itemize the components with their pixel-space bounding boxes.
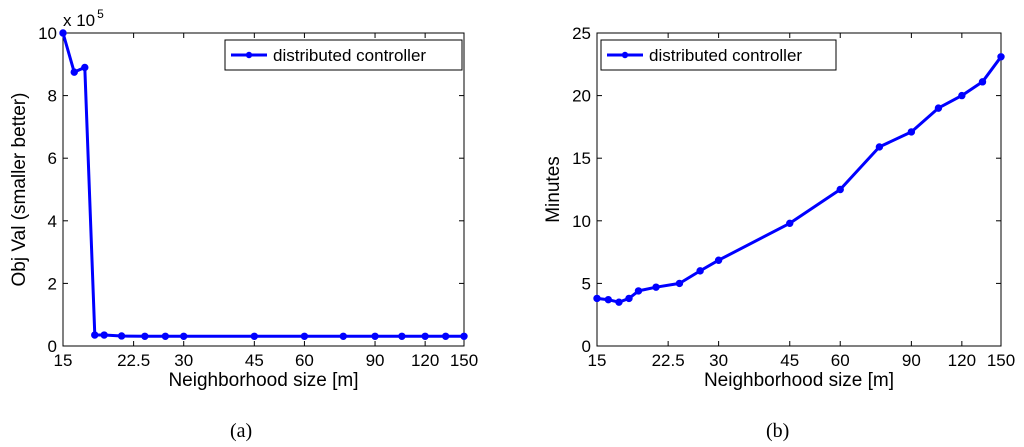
x-tick-label: 60 bbox=[295, 351, 314, 370]
data-point bbox=[634, 287, 643, 295]
x-tick-label: 45 bbox=[780, 351, 799, 370]
data-point bbox=[398, 332, 406, 340]
y-tick-label: 0 bbox=[582, 337, 591, 356]
data-point bbox=[652, 283, 660, 291]
y-tick-label: 5 bbox=[582, 274, 591, 293]
x-tick-label: 150 bbox=[450, 351, 478, 370]
x-axis-title: Neighborhood size [m] bbox=[704, 370, 894, 391]
data-point bbox=[786, 219, 794, 228]
data-point bbox=[339, 332, 347, 340]
data-point bbox=[714, 256, 723, 264]
data-point bbox=[441, 332, 450, 340]
y-tick-label: 8 bbox=[48, 87, 57, 106]
data-point bbox=[696, 267, 704, 275]
data-point bbox=[836, 185, 844, 194]
data-point bbox=[958, 91, 966, 100]
x-tick-label: 60 bbox=[831, 351, 850, 370]
x-tick-label: 22.5 bbox=[117, 351, 150, 370]
chart-a: 15 22.5 30 45 60 90 120 150 0 2 4 6 8 10 Neighborhood … bbox=[9, 7, 478, 391]
chart-b: 15 22.5 30 45 60 90 120 150 0 5 10 15 20 25 Neighborho… bbox=[543, 24, 1015, 391]
y-tick-label: 4 bbox=[48, 212, 57, 231]
y-tick-label: 6 bbox=[48, 149, 57, 168]
x-tick-label: 90 bbox=[902, 351, 921, 370]
data-point bbox=[907, 128, 916, 136]
legend-label: distributed controller bbox=[273, 46, 426, 65]
data-point bbox=[604, 295, 613, 304]
y-axis-title: Minutes bbox=[543, 156, 564, 223]
y-multiplier-label: x 10 bbox=[63, 11, 95, 30]
data-point bbox=[675, 279, 684, 288]
y-tick-label: 20 bbox=[572, 87, 591, 106]
x-tick-label: 45 bbox=[245, 351, 264, 370]
data-point bbox=[117, 332, 126, 340]
data-point bbox=[300, 332, 309, 340]
y-multiplier-exponent: 5 bbox=[97, 7, 104, 21]
x-tick-label: 150 bbox=[987, 351, 1015, 370]
data-point bbox=[180, 332, 188, 340]
y-tick-label: 2 bbox=[48, 274, 57, 293]
x-tick-label: 90 bbox=[366, 351, 385, 370]
legend-marker bbox=[621, 51, 629, 59]
y-tick-label: 10 bbox=[38, 24, 57, 43]
plot-area bbox=[596, 32, 1002, 347]
data-point bbox=[70, 68, 78, 76]
x-tick-label: 15 bbox=[54, 351, 73, 370]
y-tick-label: 10 bbox=[572, 212, 591, 231]
data-point bbox=[371, 332, 379, 340]
data-point bbox=[934, 104, 943, 112]
legend-marker bbox=[245, 51, 253, 59]
x-tick-label: 30 bbox=[709, 351, 728, 370]
plot-area bbox=[62, 32, 465, 347]
x-tick-label: 15 bbox=[588, 351, 607, 370]
data-point bbox=[625, 294, 633, 303]
y-tick-label: 25 bbox=[572, 24, 591, 43]
data-point bbox=[141, 332, 149, 340]
y-tick-label: 0 bbox=[48, 337, 57, 356]
data-point bbox=[91, 331, 99, 339]
data-point bbox=[978, 78, 987, 86]
data-point bbox=[81, 63, 89, 72]
x-axis-title: Neighborhood size [m] bbox=[168, 370, 358, 391]
legend-label: distributed controller bbox=[649, 46, 802, 65]
data-point bbox=[421, 332, 429, 340]
data-point bbox=[593, 294, 601, 303]
y-axis-title: Obj Val (smaller better) bbox=[9, 93, 30, 287]
caption-b: (b) bbox=[766, 420, 790, 442]
x-tick-label: 120 bbox=[948, 351, 976, 370]
x-tick-label: 30 bbox=[174, 351, 193, 370]
x-tick-label: 22.5 bbox=[652, 351, 685, 370]
data-point bbox=[997, 53, 1005, 61]
caption-a: (a) bbox=[230, 420, 253, 442]
data-point bbox=[100, 331, 108, 339]
data-point bbox=[615, 298, 623, 306]
data-point bbox=[460, 332, 468, 340]
y-tick-label: 15 bbox=[572, 149, 591, 168]
data-point bbox=[250, 332, 259, 340]
data-point bbox=[59, 29, 67, 37]
x-tick-label: 120 bbox=[411, 351, 439, 370]
data-point bbox=[161, 332, 170, 340]
data-point bbox=[875, 143, 884, 151]
